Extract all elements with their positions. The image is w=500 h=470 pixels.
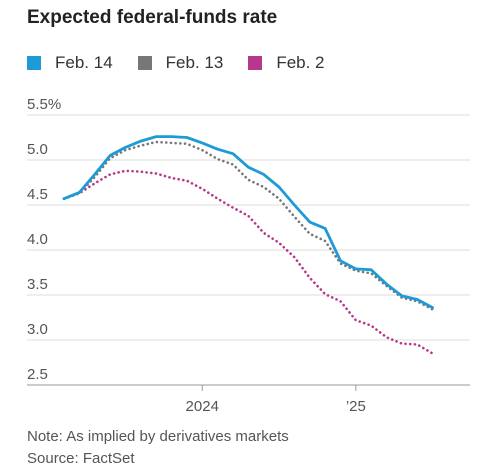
legend-label-feb13: Feb. 13	[165, 53, 224, 72]
series-line-feb-14	[62, 135, 435, 310]
chart-legend: Feb. 14 Feb. 13 Feb. 2	[27, 53, 325, 73]
y-tick-label-5.5: 5.5%	[27, 96, 61, 113]
y-tick-label-4.5: 4.5	[27, 186, 48, 203]
legend-label-feb14: Feb. 14	[55, 53, 113, 72]
legend-swatch-feb13	[137, 56, 152, 70]
legend-item-feb13: Feb. 13	[137, 53, 224, 73]
legend-item-feb2: Feb. 2	[248, 53, 325, 73]
legend-item-feb14: Feb. 14	[27, 53, 113, 73]
chart-title: Expected federal-funds rate	[27, 7, 278, 28]
y-tick-label-5: 5.0	[27, 141, 48, 158]
y-tick-label-4: 4.0	[27, 231, 48, 248]
series-line-feb-13	[62, 140, 434, 311]
chart-source: Source: FactSet	[27, 450, 135, 467]
legend-swatch-feb2	[248, 56, 263, 70]
y-tick-label-3.5: 3.5	[27, 276, 48, 293]
series-line-feb-2	[62, 169, 434, 355]
legend-swatch-feb14	[27, 56, 41, 70]
y-tick-label-3: 3.0	[27, 321, 48, 338]
legend-label-feb2: Feb. 2	[276, 53, 325, 72]
y-tick-label-2.5: 2.5	[27, 366, 48, 383]
x-tick-label-1: ’25	[346, 398, 366, 415]
chart-note: Note: As implied by derivatives markets	[27, 428, 289, 445]
x-tick-label-0: 2024	[186, 398, 219, 415]
